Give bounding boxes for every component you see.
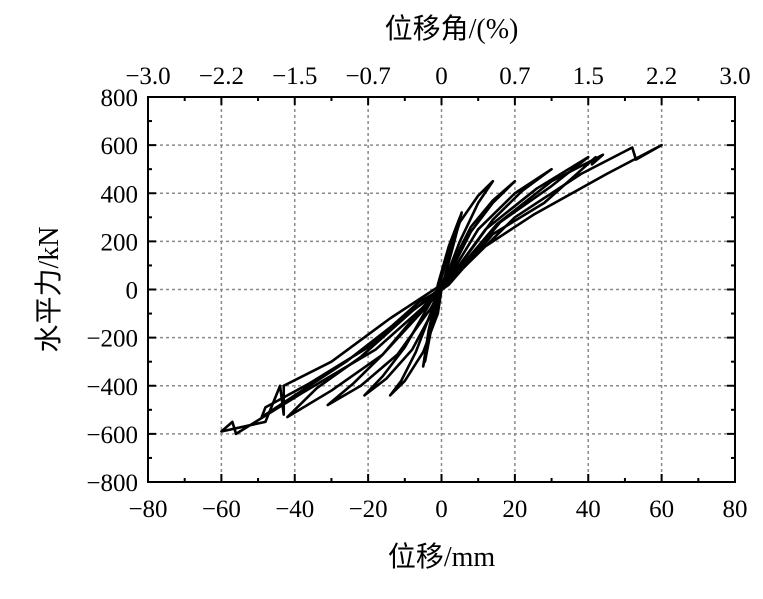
top-tick-label: 3.0 xyxy=(719,63,750,90)
x-tick-label: −60 xyxy=(202,496,241,523)
y-tick-label: −800 xyxy=(86,470,138,497)
top-tick-label: −3.0 xyxy=(125,63,170,90)
top-tick-label: 1.5 xyxy=(573,63,604,90)
y-tick-label: −400 xyxy=(86,374,138,401)
x-tick-label: 80 xyxy=(723,496,748,523)
x-tick-label: 20 xyxy=(502,496,527,523)
top-axis-title: 位移角/(%) xyxy=(385,13,519,45)
x-axis-title: 位移/mm xyxy=(388,541,496,573)
hysteresis-loop-3 xyxy=(363,179,517,397)
hysteresis-loop-6 xyxy=(260,153,605,419)
x-tick-label: −40 xyxy=(275,496,314,523)
top-tick-label: 2.2 xyxy=(646,63,677,90)
top-tick-label: −0.7 xyxy=(345,63,390,90)
y-tick-label: −200 xyxy=(86,326,138,353)
y-tick-label: 400 xyxy=(101,181,139,208)
top-tick-label: 0.7 xyxy=(499,63,530,90)
y-tick-label: 200 xyxy=(101,229,139,256)
y-tick-label: 600 xyxy=(101,133,139,160)
x-tick-label: 60 xyxy=(649,496,674,523)
x-tick-label: −80 xyxy=(128,496,167,523)
x-tick-label: 40 xyxy=(576,496,601,523)
top-tick-label: 0 xyxy=(435,63,448,90)
series-layer xyxy=(220,143,663,436)
labels-layer: −80 −60 −40 −20 0 20 40 60 80−3.0 −2.2 −1.5 −0.7 0 0.… xyxy=(86,63,750,523)
x-tick-label: −20 xyxy=(349,496,388,523)
x-tick-label: 0 xyxy=(435,496,448,523)
y-tick-label: 800 xyxy=(101,85,139,112)
hysteresis-loop-7 xyxy=(220,143,663,436)
top-tick-label: −1.5 xyxy=(272,63,317,90)
ticks-layer xyxy=(147,96,736,483)
top-tick-label: −2.2 xyxy=(199,63,244,90)
y-tick-label: −600 xyxy=(86,422,138,449)
y-tick-label: 0 xyxy=(126,278,139,305)
y-axis-title: 水平力/kN xyxy=(33,226,65,352)
